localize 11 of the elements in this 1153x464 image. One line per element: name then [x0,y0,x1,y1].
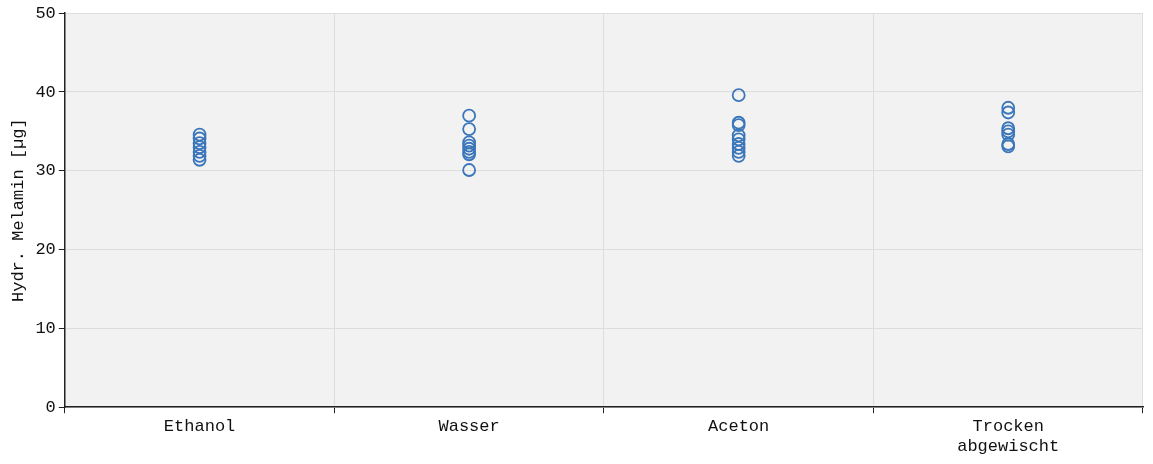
x-tick-label: Aceton [708,416,770,436]
y-tick-label: 30 [35,161,56,181]
y-tick-label: 40 [35,82,56,102]
y-tick-label: 20 [35,240,56,260]
y-axis-title: Hydr. Melamin [µg] [8,118,28,303]
y-tick-label: 0 [45,397,56,417]
y-tick-label: 10 [35,318,56,338]
x-tick-label: Trocken abgewischt [957,416,1060,457]
x-tick-label: Wasser [438,416,500,436]
y-tick-label: 50 [35,3,56,23]
x-tick-label: Ethanol [163,416,236,436]
